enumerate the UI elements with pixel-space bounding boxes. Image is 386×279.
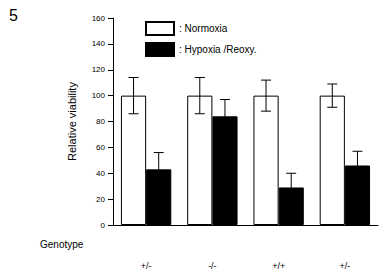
svg-text:+/+: +/+ xyxy=(272,261,285,271)
svg-text:Genotype: Genotype xyxy=(40,239,84,250)
svg-text:120: 120 xyxy=(92,65,106,74)
svg-text:140: 140 xyxy=(92,39,106,48)
svg-text:+/-: +/- xyxy=(141,261,152,271)
svg-text:0: 0 xyxy=(101,221,106,230)
svg-text:5: 5 xyxy=(9,7,18,24)
svg-text:: Normoxia: : Normoxia xyxy=(179,23,228,34)
svg-text:Relative viability: Relative viability xyxy=(66,82,78,161)
svg-text:: Hypoxia /Reoxy.: : Hypoxia /Reoxy. xyxy=(179,44,257,55)
svg-text:-/-: -/- xyxy=(208,261,217,271)
svg-text:160: 160 xyxy=(92,14,106,23)
svg-text:80: 80 xyxy=(96,117,105,126)
svg-text:20: 20 xyxy=(96,195,105,204)
svg-text:+/-: +/- xyxy=(339,261,350,271)
svg-text:60: 60 xyxy=(96,143,105,152)
svg-text:100: 100 xyxy=(92,91,106,100)
svg-text:40: 40 xyxy=(96,169,105,178)
